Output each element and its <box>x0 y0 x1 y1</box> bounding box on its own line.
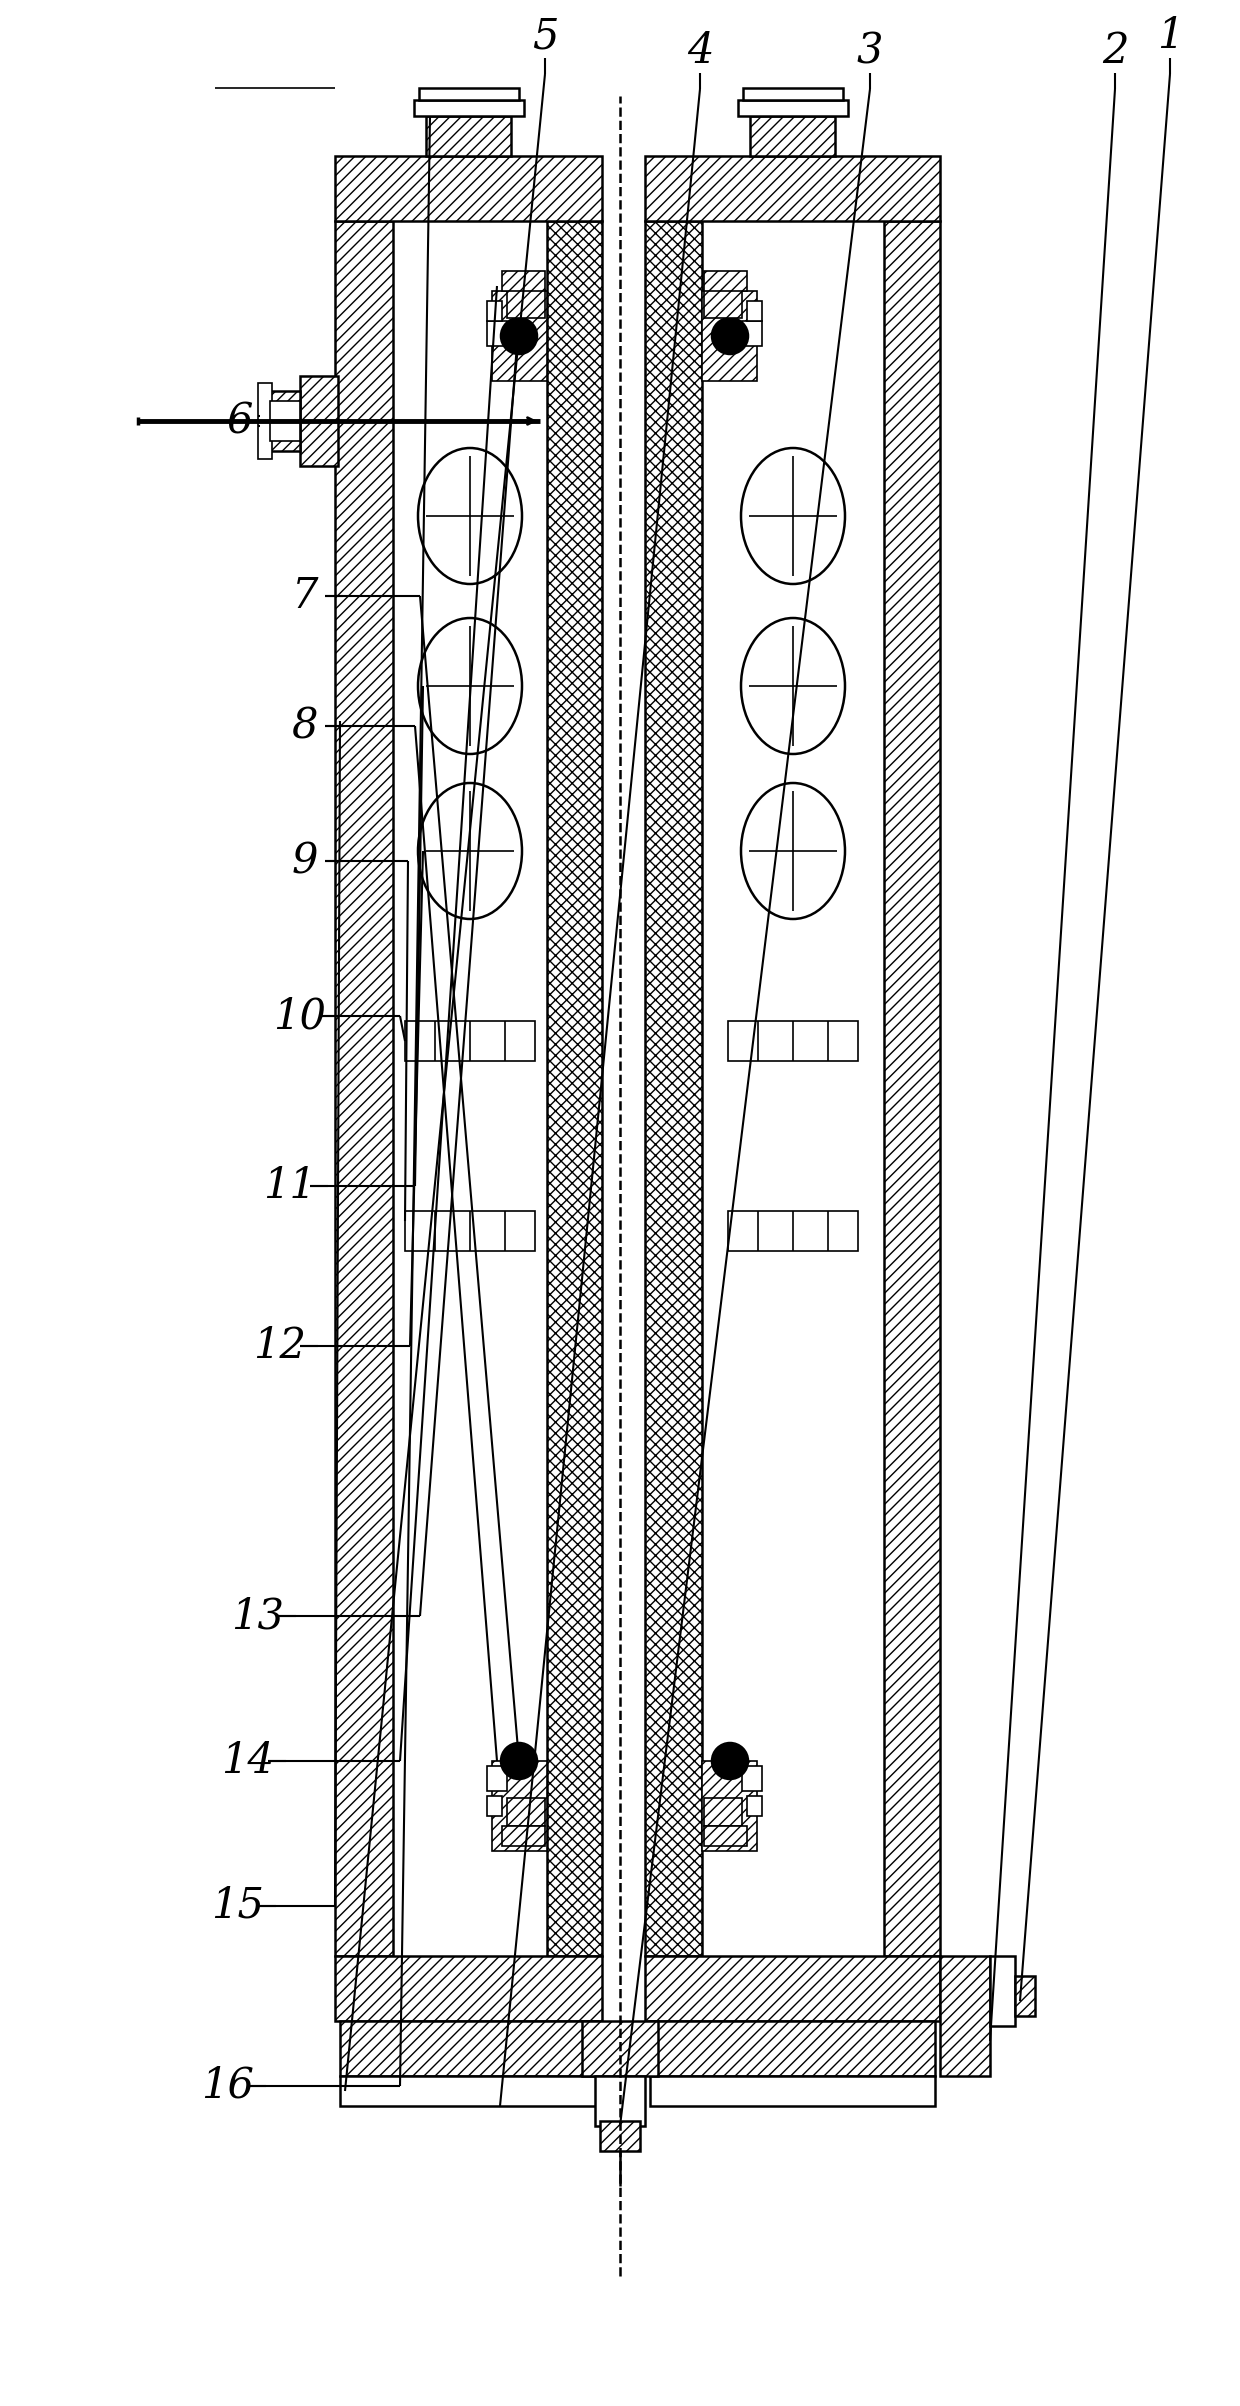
Bar <box>746 1795 763 1817</box>
Bar <box>270 402 300 440</box>
Text: 11: 11 <box>264 1165 316 1208</box>
Text: 15: 15 <box>212 1884 264 1927</box>
Ellipse shape <box>742 448 844 585</box>
Bar <box>340 2021 596 2076</box>
Bar <box>335 156 601 221</box>
Text: 7: 7 <box>291 575 319 616</box>
Bar <box>487 1795 502 1817</box>
Bar <box>645 156 940 221</box>
Text: 2: 2 <box>1102 29 1128 72</box>
Bar <box>258 383 272 460</box>
Bar <box>502 1826 546 1845</box>
Bar <box>487 320 507 346</box>
Bar <box>650 2021 935 2076</box>
Ellipse shape <box>418 448 522 585</box>
Bar <box>704 291 742 318</box>
Bar <box>405 1020 534 1061</box>
Bar <box>487 1766 507 1790</box>
Text: 5: 5 <box>532 14 558 58</box>
Bar <box>728 1020 858 1061</box>
Bar <box>990 1956 1016 2026</box>
Bar <box>750 115 835 156</box>
Bar <box>600 2122 640 2151</box>
Bar <box>270 392 300 450</box>
Ellipse shape <box>742 618 844 753</box>
Text: 10: 10 <box>274 996 326 1037</box>
Bar <box>595 2076 645 2127</box>
Text: 13: 13 <box>232 1595 284 1636</box>
Bar <box>413 101 523 115</box>
Bar <box>702 291 756 380</box>
Ellipse shape <box>742 782 844 919</box>
Bar <box>419 89 518 101</box>
Bar <box>492 1761 547 1850</box>
Bar <box>940 1956 990 2076</box>
Text: 4: 4 <box>687 29 713 72</box>
Bar <box>742 320 763 346</box>
Bar <box>502 272 546 291</box>
Bar <box>884 221 940 1956</box>
Bar <box>427 115 511 156</box>
Bar <box>300 375 339 467</box>
Text: 3: 3 <box>857 29 883 72</box>
Bar <box>582 2021 658 2076</box>
Text: 1: 1 <box>1157 14 1183 58</box>
Bar <box>340 2076 596 2105</box>
Bar <box>335 221 393 1956</box>
Bar <box>492 291 547 380</box>
Text: 14: 14 <box>222 1740 274 1783</box>
Text: 6: 6 <box>227 399 253 443</box>
Bar <box>728 1210 858 1251</box>
Text: 12: 12 <box>253 1326 306 1367</box>
Text: 9: 9 <box>291 840 319 883</box>
Bar <box>743 89 842 101</box>
Bar <box>746 301 763 320</box>
Circle shape <box>712 318 748 354</box>
Bar <box>645 221 702 1956</box>
Bar <box>487 301 502 320</box>
Bar <box>704 1797 742 1826</box>
Bar <box>507 1797 546 1826</box>
Text: 8: 8 <box>291 705 319 746</box>
Bar <box>645 1956 940 2021</box>
Bar <box>702 1761 756 1850</box>
Bar <box>742 1766 763 1790</box>
Circle shape <box>501 318 537 354</box>
Bar <box>650 2076 935 2105</box>
Bar <box>704 1826 746 1845</box>
Ellipse shape <box>418 618 522 753</box>
Bar <box>1016 1975 1035 2016</box>
Bar <box>335 1956 601 2021</box>
Bar <box>405 1210 534 1251</box>
Text: 16: 16 <box>202 2064 254 2108</box>
Bar <box>704 272 746 291</box>
Bar <box>738 101 847 115</box>
Circle shape <box>712 1742 748 1778</box>
Bar <box>547 221 601 1956</box>
Bar <box>507 291 546 318</box>
Ellipse shape <box>418 782 522 919</box>
Circle shape <box>501 1742 537 1778</box>
